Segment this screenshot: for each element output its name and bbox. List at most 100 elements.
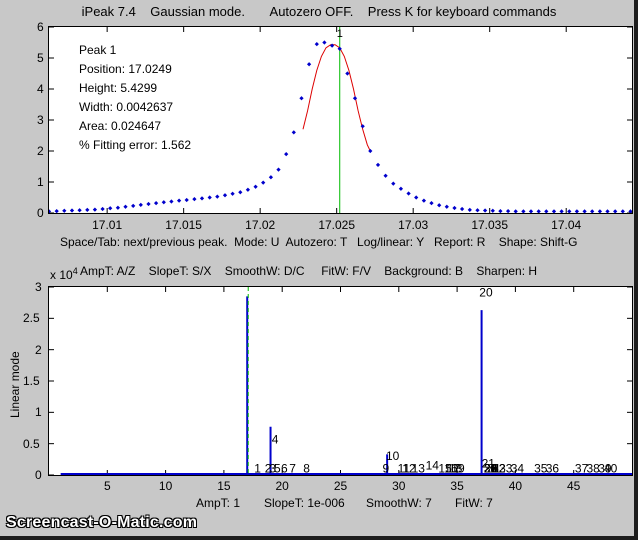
upper-plot-svg: 1 <box>49 27 632 213</box>
status-fitw: FitW: 7 <box>455 496 493 510</box>
peak-label: 3 <box>269 462 276 476</box>
peak-label: 39 <box>598 462 612 476</box>
status-slopet: SlopeT: 1e-006 <box>264 496 345 510</box>
peak-label: 32 <box>492 462 506 476</box>
data-point <box>528 209 534 213</box>
lower-x-tick-label: 30 <box>392 479 406 493</box>
peak-label: 17 <box>447 462 461 476</box>
peak-label: 29 <box>484 462 498 476</box>
lower-y-tick-label: 0.5 <box>23 436 40 451</box>
data-point <box>437 203 442 208</box>
peak-label: 25 <box>484 462 498 476</box>
peak-label: 10 <box>386 449 400 463</box>
peak-label: 16 <box>444 462 458 476</box>
screencast-watermark: Screencast-O-Matic.com <box>6 514 198 531</box>
data-point <box>131 203 136 209</box>
peak-label: 4 <box>272 433 279 447</box>
data-point <box>551 209 557 213</box>
data-point <box>184 197 189 203</box>
data-point <box>459 206 465 212</box>
peak-height: Height: 5.4299 <box>79 81 158 95</box>
peak-info-panel: Peak 1 Position: 17.0249 Height: 5.4299 … <box>79 41 191 155</box>
peak-label: 40 <box>604 462 618 476</box>
lower-y-tick-label: 2.5 <box>23 311 40 326</box>
data-point <box>153 200 159 206</box>
window-title: iPeak 7.4 Gaussian mode. Autozero OFF. P… <box>81 4 557 19</box>
data-point <box>69 208 75 213</box>
data-point <box>245 187 251 192</box>
upper-y-tick-label: 2 <box>37 144 44 158</box>
data-point <box>605 209 610 213</box>
lower-x-tick-label: 35 <box>450 479 464 493</box>
peak-marker-label: 1 <box>337 28 343 40</box>
lower-x-tick-label: 10 <box>158 479 173 493</box>
lower-y-tick-label: 3 <box>35 280 42 294</box>
upper-plot-axes[interactable]: 1 Peak 1 Position: 17.0249 Height: 5.429… <box>48 26 633 214</box>
peak-label: 18 <box>449 462 463 476</box>
exponent-power: 4 <box>72 266 78 276</box>
peak-label: 20 <box>479 287 493 299</box>
lower-y-tick-label: 0 <box>35 468 42 482</box>
lower-y-axis-label: Linear mode <box>8 351 22 418</box>
data-point <box>444 204 449 209</box>
lower-x-tick-label: 20 <box>275 479 289 493</box>
peak-width: Width: 0.0042637 <box>79 100 174 114</box>
data-point <box>414 195 419 200</box>
data-point <box>613 209 618 213</box>
peak-label: 11 <box>398 462 411 476</box>
peak-label: 34 <box>511 462 525 476</box>
data-point <box>100 206 105 212</box>
data-point <box>199 196 205 201</box>
data-point <box>513 209 518 213</box>
peak-label: 13 <box>412 462 426 476</box>
data-point <box>452 205 457 211</box>
peak-label: 33 <box>499 462 513 476</box>
data-point <box>77 208 82 213</box>
lower-x-tick-label: 45 <box>567 479 581 493</box>
data-point <box>92 207 98 212</box>
peak-area: Area: 0.024647 <box>79 119 162 133</box>
data-point <box>574 209 580 213</box>
data-point <box>238 190 243 195</box>
peak-label: 2 <box>265 462 272 476</box>
peak-label: 1 <box>254 462 261 476</box>
lower-y-tick-label: 1 <box>35 405 42 420</box>
upper-y-tick-label: 4 <box>37 82 44 96</box>
data-point <box>544 209 549 213</box>
data-point <box>475 208 480 213</box>
upper-x-tick-label: 17.025 <box>318 218 356 232</box>
lower-x-tick-label: 5 <box>103 479 111 493</box>
peak-label: 22 <box>484 462 498 476</box>
data-point <box>521 209 526 213</box>
data-point <box>559 209 564 213</box>
data-point <box>306 62 312 67</box>
y-exponent-label: x 104 <box>50 266 78 282</box>
upper-y-tick-label: 3 <box>37 113 44 127</box>
peak-label: 7 <box>289 462 296 476</box>
lower-x-tick-label: 25 <box>333 479 348 493</box>
data-point <box>482 208 488 213</box>
data-point <box>215 194 220 199</box>
data-point <box>169 199 174 204</box>
peak-label: 24 <box>484 462 498 476</box>
peak-position: Position: 17.0249 <box>79 62 172 76</box>
upper-x-tick-label: 17.02 <box>245 218 276 232</box>
peak-label: 38 <box>587 462 601 476</box>
upper-x-tick-label: 17.01 <box>92 218 123 232</box>
data-point <box>222 193 228 198</box>
data-point <box>391 181 396 186</box>
upper-x-tick-label: 17.035 <box>471 218 509 232</box>
data-point <box>329 43 335 48</box>
data-point <box>138 202 143 208</box>
peak-fitting-error: % Fitting error: 1.562 <box>79 138 192 152</box>
exponent-base: x 10 <box>50 268 73 282</box>
lower-plot-axes[interactable]: 1 2 3 4 5 6 7 8 9 10 11 12 13 14 15 16 17 18 19 20 21 22 23 24 2… <box>48 286 633 476</box>
data-point <box>536 209 541 213</box>
peak-label: 9 <box>383 462 390 476</box>
lower-x-tick-label: 15 <box>217 479 231 493</box>
window-frame-right <box>634 0 638 540</box>
peak-label: 31 <box>487 462 501 476</box>
keyboard-help-line-1: Space/Tab: next/previous peak. Mode: U A… <box>60 235 578 249</box>
data-point <box>268 175 274 180</box>
upper-y-tick-label: 1 <box>37 175 44 189</box>
